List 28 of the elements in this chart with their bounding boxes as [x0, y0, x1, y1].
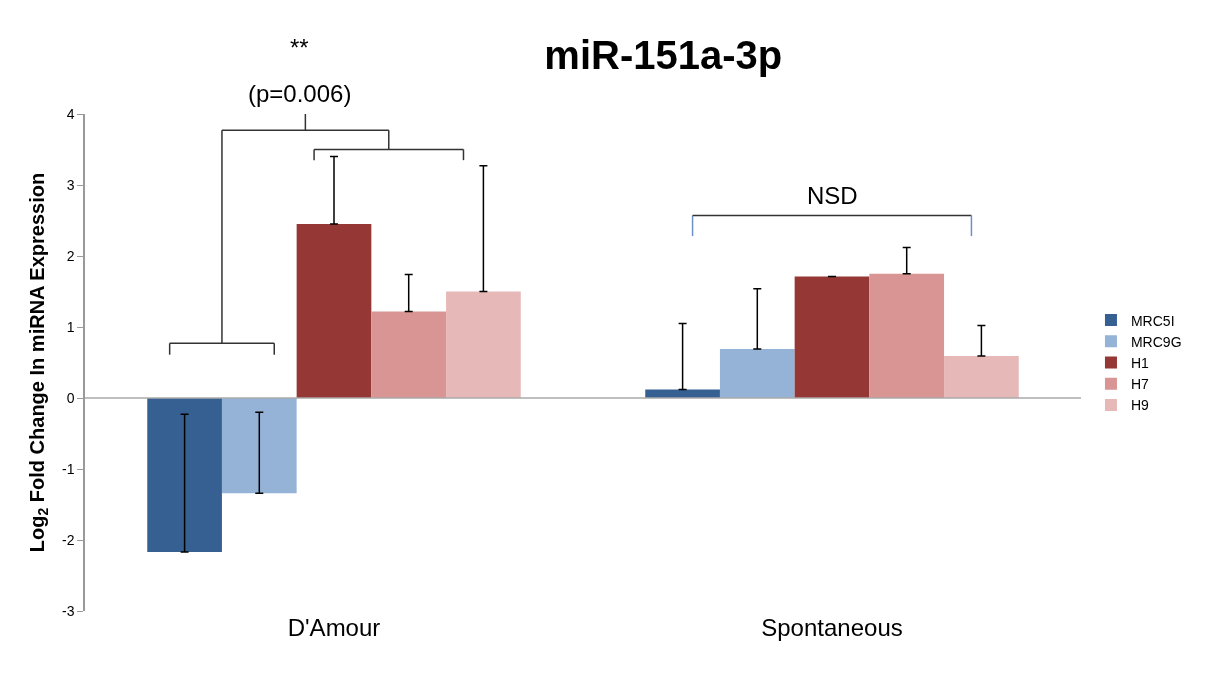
legend-label: MRC5I: [1130, 312, 1175, 329]
bar: [869, 273, 945, 398]
bar: [371, 311, 447, 398]
legend-label: H9: [1130, 397, 1150, 414]
bar: [944, 356, 1019, 398]
y-tick-label: 2: [66, 247, 75, 264]
legend-label: H7: [1130, 376, 1150, 393]
bar: [446, 291, 521, 398]
text: (p=0.006): [248, 80, 352, 107]
bar: [794, 276, 870, 398]
bar: [296, 224, 372, 398]
legend-label: H1: [1130, 354, 1150, 371]
bar: [221, 398, 297, 494]
y-tick-label: 3: [66, 176, 75, 193]
y-tick-label: -2: [62, 531, 75, 548]
text: **: [290, 34, 309, 61]
y-tick-label: -1: [62, 460, 75, 477]
bar: [719, 349, 795, 398]
annotation: NSD: [807, 182, 858, 209]
x-tick-label: Spontaneous: [761, 614, 903, 641]
y-tick-label: 4: [66, 105, 75, 122]
y-tick-label: 0: [66, 389, 75, 406]
legend-label: MRC9G: [1130, 333, 1182, 350]
bar: [147, 398, 222, 553]
chart-title: miR-151a-3p: [544, 32, 783, 77]
x-tick-label: D'Amour: [287, 614, 381, 641]
y-tick-label: 1: [66, 318, 75, 335]
y-tick-label: -3: [62, 602, 75, 619]
